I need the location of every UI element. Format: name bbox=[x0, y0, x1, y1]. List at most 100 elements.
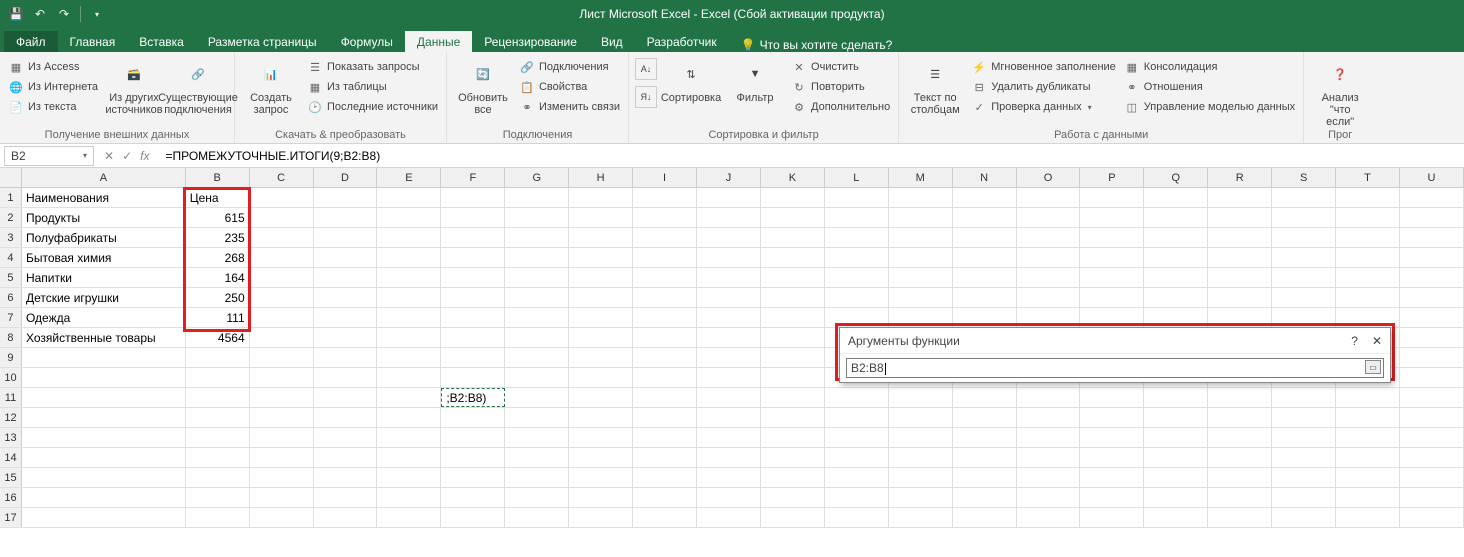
cell[interactable] bbox=[1400, 348, 1464, 367]
column-header[interactable]: H bbox=[569, 168, 633, 187]
cell[interactable] bbox=[250, 508, 314, 527]
row-header[interactable]: 9 bbox=[0, 348, 22, 367]
cell[interactable] bbox=[889, 428, 953, 447]
cell[interactable] bbox=[633, 328, 697, 347]
cell[interactable] bbox=[441, 448, 505, 467]
cell[interactable] bbox=[1017, 188, 1081, 207]
cell[interactable] bbox=[377, 228, 441, 247]
cell[interactable] bbox=[825, 288, 889, 307]
cell[interactable] bbox=[1144, 308, 1208, 327]
column-header[interactable]: A bbox=[22, 168, 186, 187]
cell[interactable] bbox=[825, 488, 889, 507]
cell[interactable] bbox=[1336, 268, 1400, 287]
cell[interactable]: Напитки bbox=[22, 268, 186, 287]
cell[interactable] bbox=[825, 188, 889, 207]
cell[interactable] bbox=[953, 468, 1017, 487]
cell[interactable] bbox=[569, 388, 633, 407]
row-header[interactable]: 14 bbox=[0, 448, 22, 467]
cell[interactable] bbox=[1400, 488, 1464, 507]
cell[interactable] bbox=[761, 308, 825, 327]
cell[interactable] bbox=[314, 288, 378, 307]
cell[interactable] bbox=[1400, 288, 1464, 307]
cell[interactable] bbox=[441, 488, 505, 507]
cell[interactable] bbox=[250, 468, 314, 487]
cell[interactable] bbox=[377, 208, 441, 227]
cell[interactable] bbox=[1272, 308, 1336, 327]
cell[interactable] bbox=[761, 408, 825, 427]
cell[interactable] bbox=[1017, 248, 1081, 267]
cell[interactable]: Наименования bbox=[22, 188, 186, 207]
cell[interactable] bbox=[761, 188, 825, 207]
cell[interactable] bbox=[22, 428, 186, 447]
cell[interactable] bbox=[22, 368, 186, 387]
row-header[interactable]: 6 bbox=[0, 288, 22, 307]
cell[interactable] bbox=[377, 408, 441, 427]
cell[interactable] bbox=[377, 428, 441, 447]
cell[interactable] bbox=[22, 408, 186, 427]
cell[interactable] bbox=[1336, 288, 1400, 307]
cell[interactable] bbox=[569, 248, 633, 267]
cell[interactable]: Одежда bbox=[22, 308, 186, 327]
cell[interactable] bbox=[633, 248, 697, 267]
cell[interactable] bbox=[569, 308, 633, 327]
data-model-button[interactable]: ◫Управление моделью данных bbox=[1122, 98, 1297, 116]
cell[interactable] bbox=[250, 328, 314, 347]
row-header[interactable]: 16 bbox=[0, 488, 22, 507]
cell[interactable] bbox=[633, 368, 697, 387]
cell[interactable] bbox=[505, 228, 569, 247]
cell[interactable] bbox=[633, 488, 697, 507]
cell[interactable] bbox=[1144, 428, 1208, 447]
cell[interactable] bbox=[377, 508, 441, 527]
cell[interactable] bbox=[569, 468, 633, 487]
cell[interactable] bbox=[569, 508, 633, 527]
cell[interactable] bbox=[1144, 268, 1208, 287]
cell[interactable] bbox=[1208, 388, 1272, 407]
cell[interactable] bbox=[186, 368, 250, 387]
cell[interactable] bbox=[953, 488, 1017, 507]
cell[interactable] bbox=[825, 228, 889, 247]
column-header[interactable]: M bbox=[889, 168, 953, 187]
cell[interactable] bbox=[1080, 428, 1144, 447]
tab-page-layout[interactable]: Разметка страницы bbox=[196, 31, 329, 52]
cell[interactable] bbox=[314, 468, 378, 487]
function-arguments-dialog[interactable]: Аргументы функции ? ✕ B2:B8 ▭ bbox=[839, 327, 1391, 383]
show-queries-button[interactable]: ☰Показать запросы bbox=[305, 58, 440, 76]
cell[interactable] bbox=[441, 188, 505, 207]
cell[interactable] bbox=[1272, 188, 1336, 207]
cell[interactable] bbox=[22, 488, 186, 507]
cell[interactable] bbox=[569, 408, 633, 427]
row-header[interactable]: 3 bbox=[0, 228, 22, 247]
column-header[interactable]: K bbox=[761, 168, 825, 187]
cell[interactable] bbox=[569, 368, 633, 387]
cell[interactable] bbox=[697, 468, 761, 487]
cell[interactable] bbox=[1400, 428, 1464, 447]
cell[interactable] bbox=[569, 288, 633, 307]
cell[interactable] bbox=[1208, 468, 1272, 487]
cell[interactable] bbox=[889, 248, 953, 267]
cell[interactable] bbox=[1144, 228, 1208, 247]
cell[interactable] bbox=[697, 408, 761, 427]
cell[interactable] bbox=[250, 268, 314, 287]
cell[interactable] bbox=[761, 248, 825, 267]
cell[interactable] bbox=[250, 488, 314, 507]
cell[interactable] bbox=[889, 488, 953, 507]
cell[interactable] bbox=[250, 348, 314, 367]
cell[interactable] bbox=[505, 368, 569, 387]
cell[interactable]: Цена bbox=[186, 188, 250, 207]
tab-home[interactable]: Главная bbox=[58, 31, 128, 52]
fx-icon[interactable]: fx bbox=[140, 149, 149, 163]
refresh-all-button[interactable]: 🔄 Обновить все bbox=[453, 58, 513, 116]
from-access-button[interactable]: ▦Из Access bbox=[6, 58, 100, 76]
cell[interactable] bbox=[953, 428, 1017, 447]
tab-file[interactable]: Файл bbox=[4, 31, 58, 52]
cell[interactable] bbox=[505, 208, 569, 227]
cell[interactable] bbox=[953, 248, 1017, 267]
cell[interactable] bbox=[1400, 328, 1464, 347]
cell[interactable] bbox=[1144, 208, 1208, 227]
column-header[interactable]: I bbox=[633, 168, 697, 187]
cell[interactable] bbox=[697, 448, 761, 467]
cell[interactable] bbox=[377, 348, 441, 367]
cell[interactable] bbox=[186, 408, 250, 427]
column-header[interactable]: P bbox=[1080, 168, 1144, 187]
advanced-button[interactable]: ⚙Дополнительно bbox=[789, 98, 892, 116]
